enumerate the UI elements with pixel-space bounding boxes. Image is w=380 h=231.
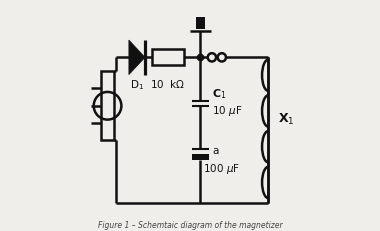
Bar [196,18,204,30]
Text: D$_1$: D$_1$ [130,78,144,91]
Text: 100 $\mu$F: 100 $\mu$F [203,161,240,175]
Circle shape [208,54,216,62]
Bar [152,50,184,66]
Circle shape [218,54,226,62]
Text: 10  k$\Omega$: 10 k$\Omega$ [150,78,186,90]
Bar [101,72,114,141]
Bar [192,155,209,160]
Text: 10 $\mu$F: 10 $\mu$F [212,104,242,118]
Text: X$_1$: X$_1$ [278,111,294,126]
Text: a: a [212,145,218,155]
Text: C$_1$: C$_1$ [212,87,226,100]
Text: Figure 1 – Schemtaic diagram of the magnetizer: Figure 1 – Schemtaic diagram of the magn… [98,220,282,229]
Polygon shape [129,41,145,75]
